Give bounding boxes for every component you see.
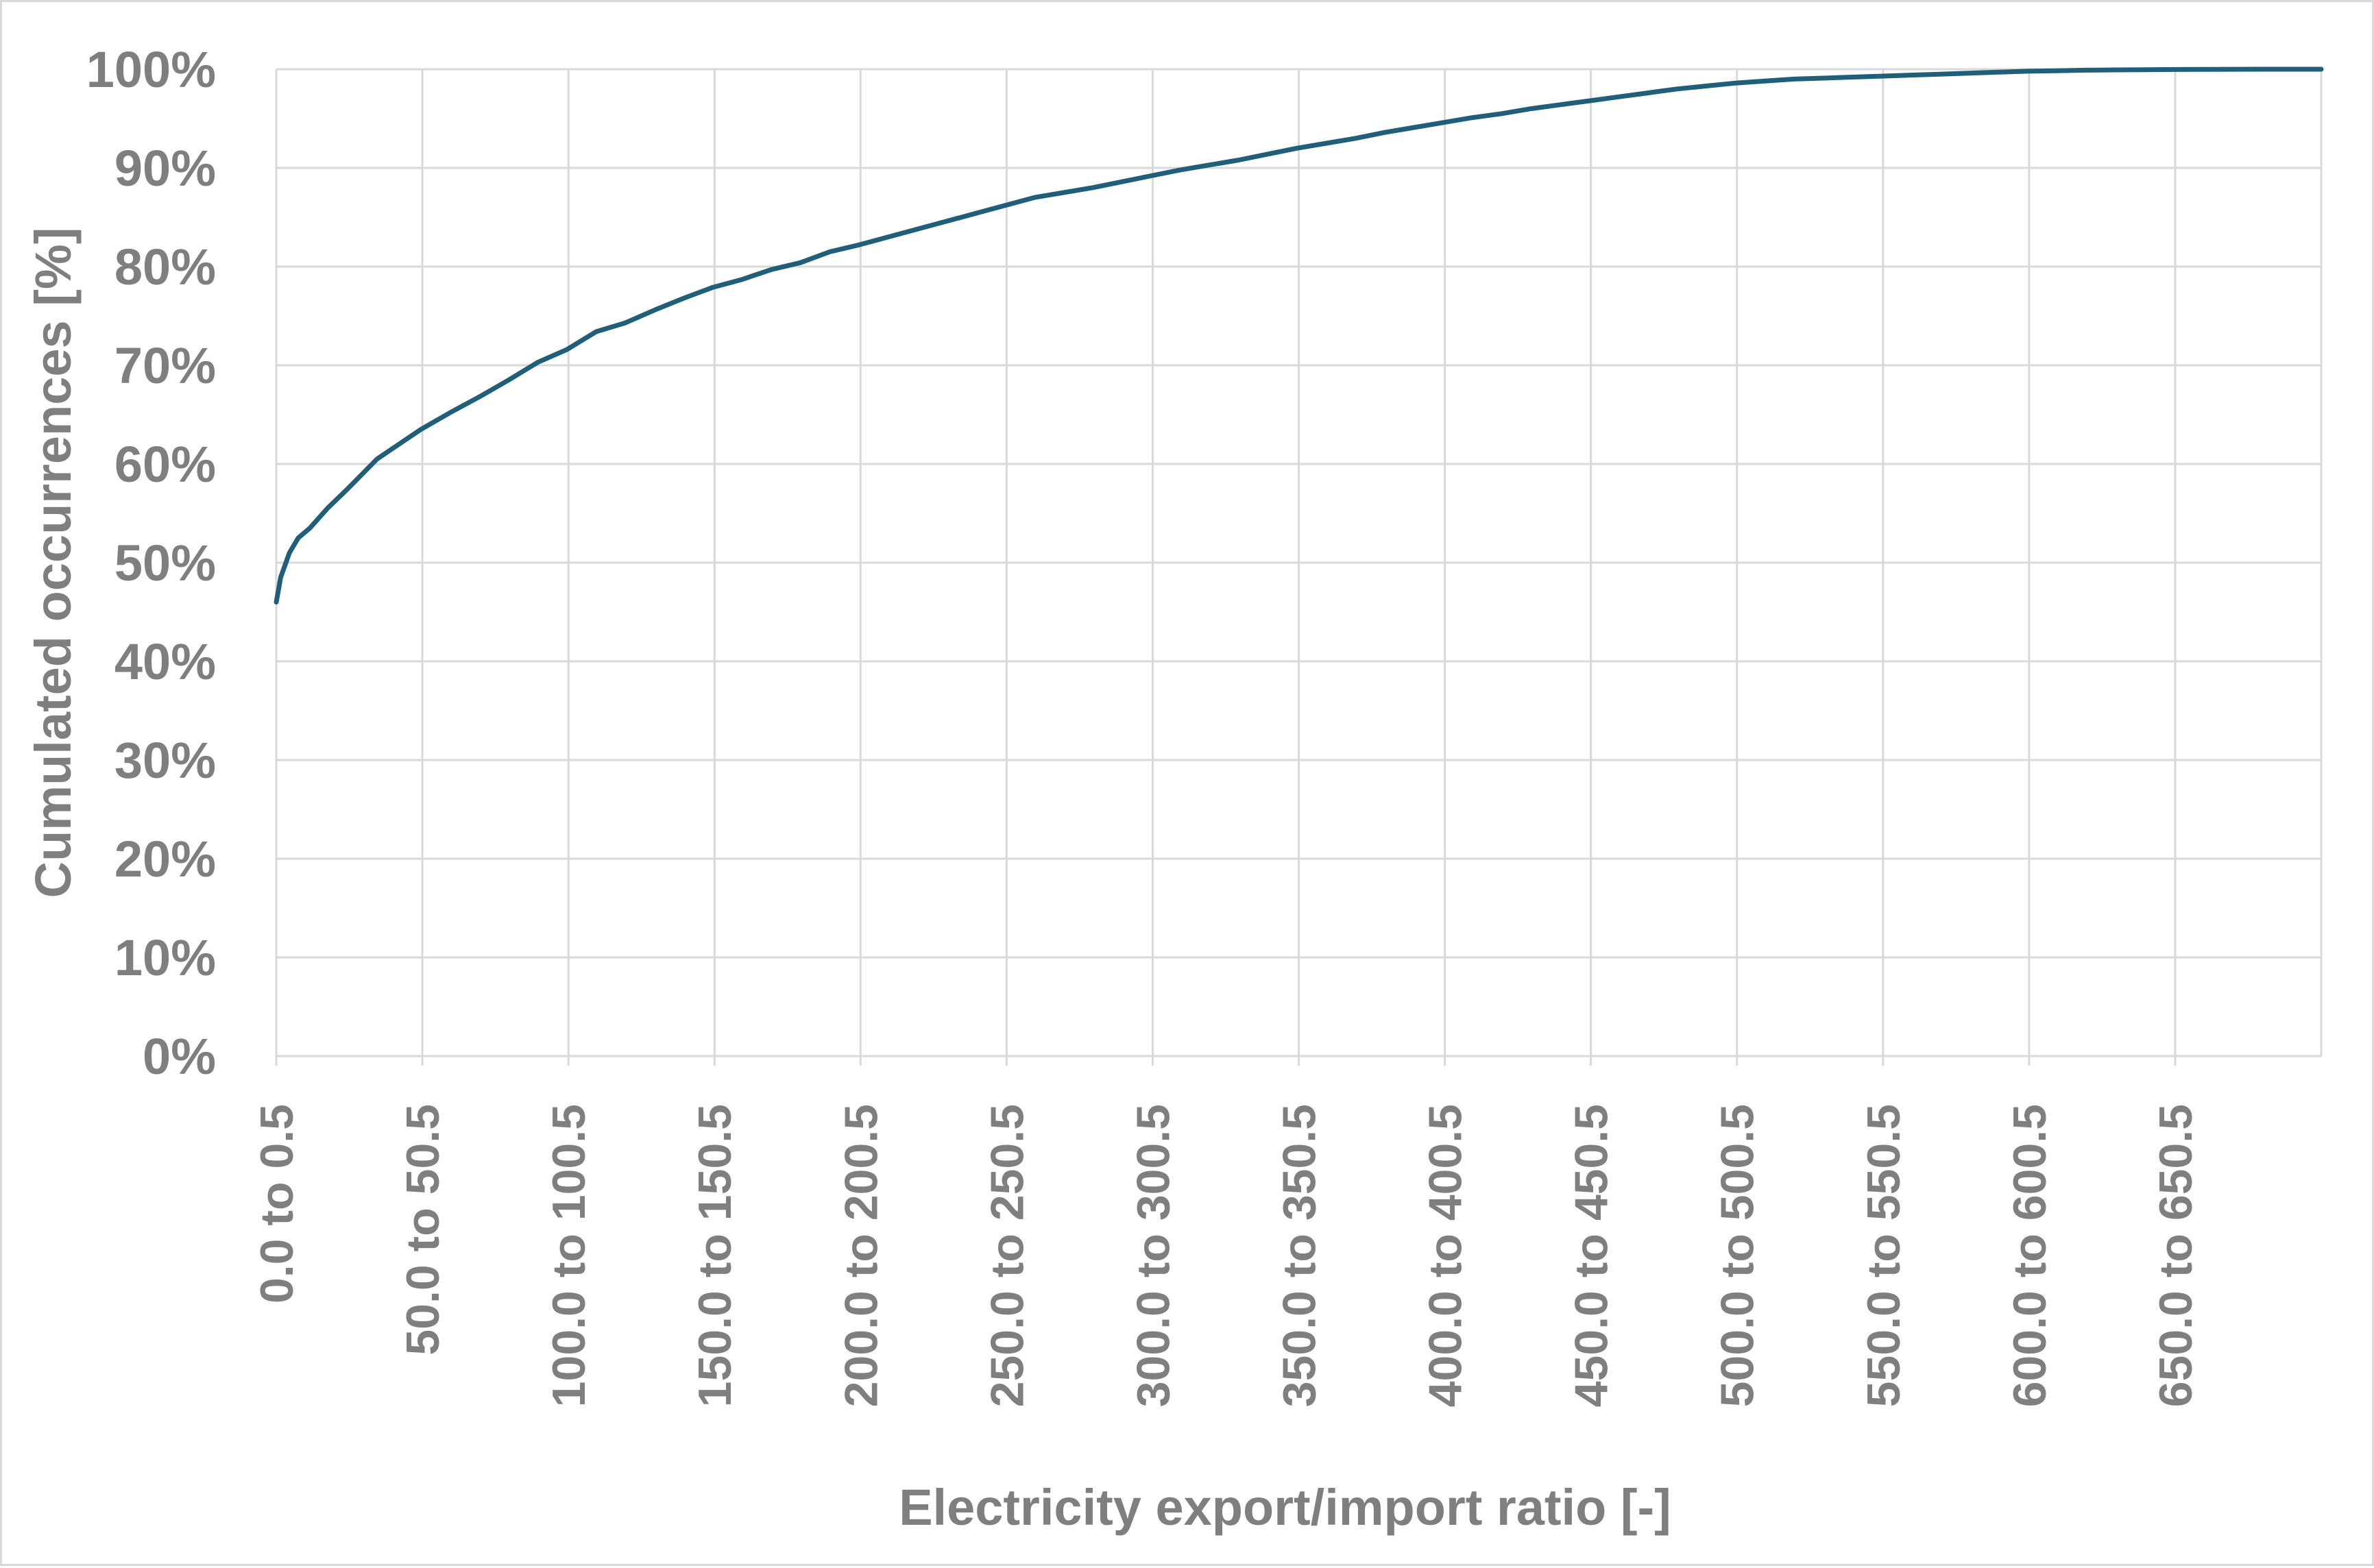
y-tick-label: 40%: [114, 633, 216, 690]
x-tick-label: 50.0 to 50.5: [397, 1104, 449, 1356]
x-tick-label: 600.0 to 600.5: [2004, 1104, 2056, 1407]
x-tick-label: 500.0 to 500.5: [1712, 1104, 1764, 1407]
x-axis-title: Electricity export/import ratio [-]: [899, 1479, 1671, 1536]
x-tick-label: 350.0 to 350.5: [1274, 1104, 1326, 1407]
y-tick-label: 30%: [114, 732, 216, 789]
x-tick-labels: 0.0 to 0.5 50.0 to 50.5 100.0 to 100.5 150.…: [251, 1104, 2202, 1407]
x-tick-label: 400.0 to 400.5: [1420, 1104, 1472, 1407]
gridlines: [275, 68, 2323, 1057]
axes: [275, 69, 2321, 1066]
series-layer: [274, 66, 2324, 605]
y-tick-label: 100%: [86, 41, 216, 98]
y-tick-label: 70%: [114, 337, 216, 394]
y-tick-label: 10%: [114, 929, 216, 986]
y-tick-label: 50%: [114, 535, 216, 591]
y-axis-title: Cumulated occurrences [%]: [25, 228, 82, 898]
x-tick-label: 450.0 to 450.5: [1566, 1104, 1618, 1407]
y-tick-label: 20%: [114, 831, 216, 887]
y-tick-label: 90%: [114, 140, 216, 197]
x-tick-label: 300.0 to 300.5: [1127, 1104, 1179, 1407]
x-tick-label: 650.0 to 650.5: [2150, 1104, 2202, 1407]
y-tick-label: 0%: [143, 1028, 216, 1085]
x-tick-label: 550.0 to 550.5: [1858, 1104, 1910, 1407]
y-tick-labels: 0% 10% 20% 30% 40% 50% 60% 70% 80% 90% 100%: [86, 41, 216, 1085]
y-tick-label: 60%: [114, 436, 216, 493]
x-tick-label: 0.0 to 0.5: [251, 1104, 303, 1303]
series-line: [274, 66, 2324, 605]
y-tick-label: 80%: [114, 238, 216, 295]
x-tick-label: 200.0 to 200.5: [835, 1104, 887, 1407]
x-tick-label: 100.0 to 100.5: [543, 1104, 595, 1407]
x-tick-label: 150.0 to 150.5: [689, 1104, 741, 1407]
x-tick-label: 250.0 to 250.5: [981, 1104, 1033, 1407]
